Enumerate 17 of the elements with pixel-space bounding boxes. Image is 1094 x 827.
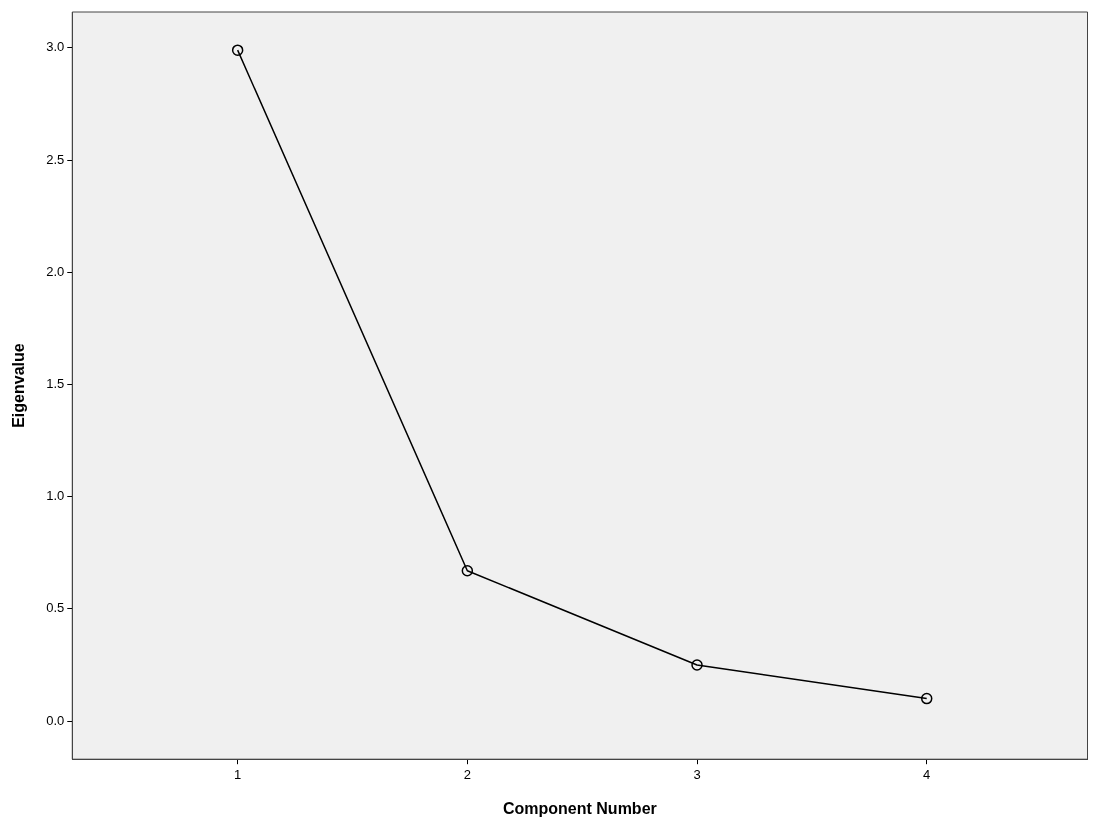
- y-tick-label: 3.0: [46, 39, 65, 55]
- x-tick-label: 4: [923, 766, 931, 782]
- point: [920, 692, 933, 705]
- y-tick-label: 2.0: [46, 263, 65, 279]
- y-tick-label: 0.0: [46, 712, 65, 728]
- y-tick-label: 0.5: [46, 600, 65, 616]
- point: [691, 659, 703, 671]
- x-tick-label: 1: [234, 766, 242, 782]
- y-axis-title: Eigenvalue: [10, 343, 28, 428]
- y-tick-label: 1.0: [46, 488, 65, 504]
- x-axis-title: Component Number: [503, 799, 657, 817]
- point: [461, 564, 474, 577]
- x-tick-label: 3: [693, 766, 701, 782]
- y-tick-label: 2.5: [46, 151, 65, 167]
- y-tick-label: 1.5: [46, 376, 65, 392]
- point: [231, 44, 244, 56]
- x-tick-label: 2: [463, 766, 471, 782]
